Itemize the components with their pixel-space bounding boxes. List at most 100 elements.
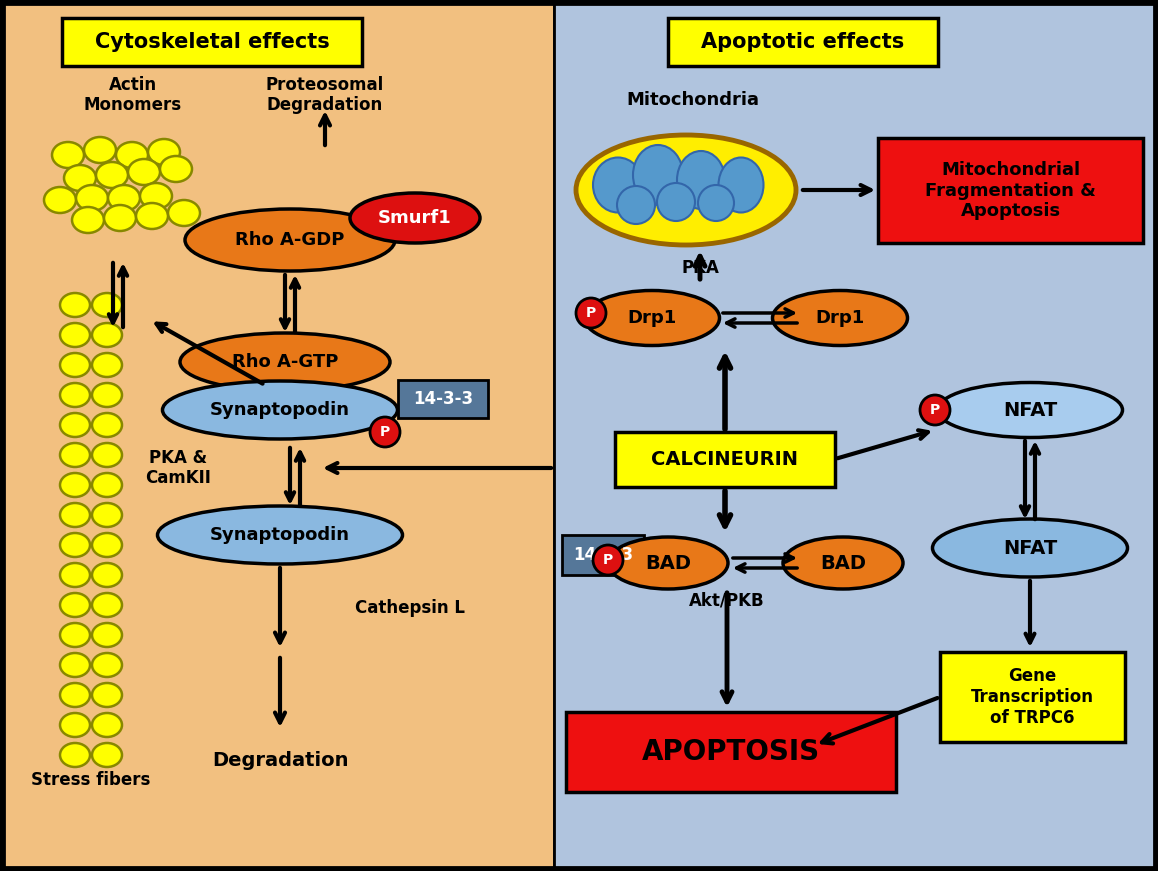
Text: BAD: BAD [820, 553, 866, 572]
Ellipse shape [91, 293, 122, 317]
Ellipse shape [44, 187, 76, 213]
Ellipse shape [585, 291, 719, 346]
Text: Apoptotic effects: Apoptotic effects [702, 32, 904, 52]
Text: NFAT: NFAT [1003, 538, 1057, 557]
Ellipse shape [91, 323, 122, 347]
Ellipse shape [60, 383, 90, 407]
Ellipse shape [60, 713, 90, 737]
Ellipse shape [60, 593, 90, 617]
Ellipse shape [60, 623, 90, 647]
Text: Synaptopodin: Synaptopodin [210, 401, 350, 419]
Ellipse shape [60, 683, 90, 707]
Ellipse shape [52, 142, 85, 168]
Ellipse shape [60, 443, 90, 467]
Ellipse shape [698, 185, 734, 221]
Ellipse shape [938, 382, 1122, 437]
Text: P: P [586, 306, 596, 320]
Text: Rho A-GTP: Rho A-GTP [232, 353, 338, 371]
Text: Stress fibers: Stress fibers [31, 771, 151, 789]
Bar [398, 380, 488, 418]
Ellipse shape [76, 185, 108, 211]
Ellipse shape [677, 151, 725, 209]
Bar [940, 652, 1126, 742]
Ellipse shape [60, 653, 90, 677]
Ellipse shape [576, 135, 796, 245]
Ellipse shape [91, 653, 122, 677]
Circle shape [919, 395, 950, 425]
Text: P: P [930, 403, 940, 417]
Ellipse shape [60, 473, 90, 497]
Ellipse shape [91, 563, 122, 587]
Ellipse shape [148, 139, 179, 165]
Ellipse shape [179, 333, 390, 391]
Ellipse shape [108, 185, 140, 211]
Text: Mitochondria: Mitochondria [626, 91, 758, 109]
Text: Cathepsin L: Cathepsin L [356, 599, 466, 617]
Ellipse shape [129, 159, 160, 185]
Ellipse shape [91, 683, 122, 707]
Ellipse shape [91, 383, 122, 407]
Bar [668, 18, 938, 66]
Ellipse shape [60, 293, 90, 317]
Ellipse shape [60, 743, 90, 767]
Text: PKA &
CamKII: PKA & CamKII [145, 449, 211, 488]
Bar [615, 432, 835, 487]
Text: Akt/PKB: Akt/PKB [689, 591, 764, 609]
Circle shape [371, 417, 400, 447]
Text: Smurf1: Smurf1 [379, 209, 452, 227]
Ellipse shape [140, 183, 173, 209]
Ellipse shape [91, 413, 122, 437]
Ellipse shape [91, 473, 122, 497]
Text: PKA: PKA [681, 259, 719, 277]
Text: Synaptopodin: Synaptopodin [210, 526, 350, 544]
Circle shape [576, 298, 606, 328]
Ellipse shape [657, 183, 695, 221]
Ellipse shape [91, 623, 122, 647]
Ellipse shape [104, 205, 135, 231]
Ellipse shape [91, 593, 122, 617]
Bar [878, 138, 1143, 243]
Ellipse shape [932, 519, 1128, 577]
Text: P: P [380, 425, 390, 439]
Text: 14-3-3: 14-3-3 [573, 546, 633, 564]
Ellipse shape [157, 506, 403, 564]
Bar [554, 4, 1155, 867]
Bar [63, 18, 362, 66]
Ellipse shape [91, 533, 122, 557]
Ellipse shape [91, 713, 122, 737]
Text: Rho A-GDP: Rho A-GDP [235, 231, 345, 249]
Ellipse shape [91, 443, 122, 467]
Ellipse shape [116, 142, 148, 168]
Bar [3, 4, 554, 867]
Text: Drp1: Drp1 [628, 309, 676, 327]
Text: Actin
Monomers: Actin Monomers [83, 76, 182, 114]
Ellipse shape [60, 413, 90, 437]
Ellipse shape [60, 533, 90, 557]
Ellipse shape [593, 158, 643, 213]
Ellipse shape [160, 156, 192, 182]
Ellipse shape [350, 193, 481, 243]
Ellipse shape [185, 209, 395, 271]
Ellipse shape [783, 537, 903, 589]
Ellipse shape [72, 207, 104, 233]
Ellipse shape [162, 381, 397, 439]
Text: Gene
Transcription
of TRPC6: Gene Transcription of TRPC6 [972, 667, 1094, 726]
Ellipse shape [60, 353, 90, 377]
Ellipse shape [60, 563, 90, 587]
Text: Drp1: Drp1 [815, 309, 865, 327]
Ellipse shape [91, 743, 122, 767]
Bar [566, 712, 896, 792]
Text: CALCINEURIN: CALCINEURIN [652, 450, 799, 469]
Bar [562, 535, 644, 575]
Ellipse shape [617, 186, 655, 224]
Ellipse shape [91, 353, 122, 377]
Text: NFAT: NFAT [1003, 401, 1057, 420]
Ellipse shape [60, 323, 90, 347]
Ellipse shape [64, 165, 96, 191]
Ellipse shape [96, 162, 129, 188]
Text: P: P [603, 553, 613, 567]
Ellipse shape [718, 158, 763, 213]
Ellipse shape [91, 503, 122, 527]
Text: Degradation: Degradation [212, 751, 349, 769]
Ellipse shape [85, 137, 116, 163]
